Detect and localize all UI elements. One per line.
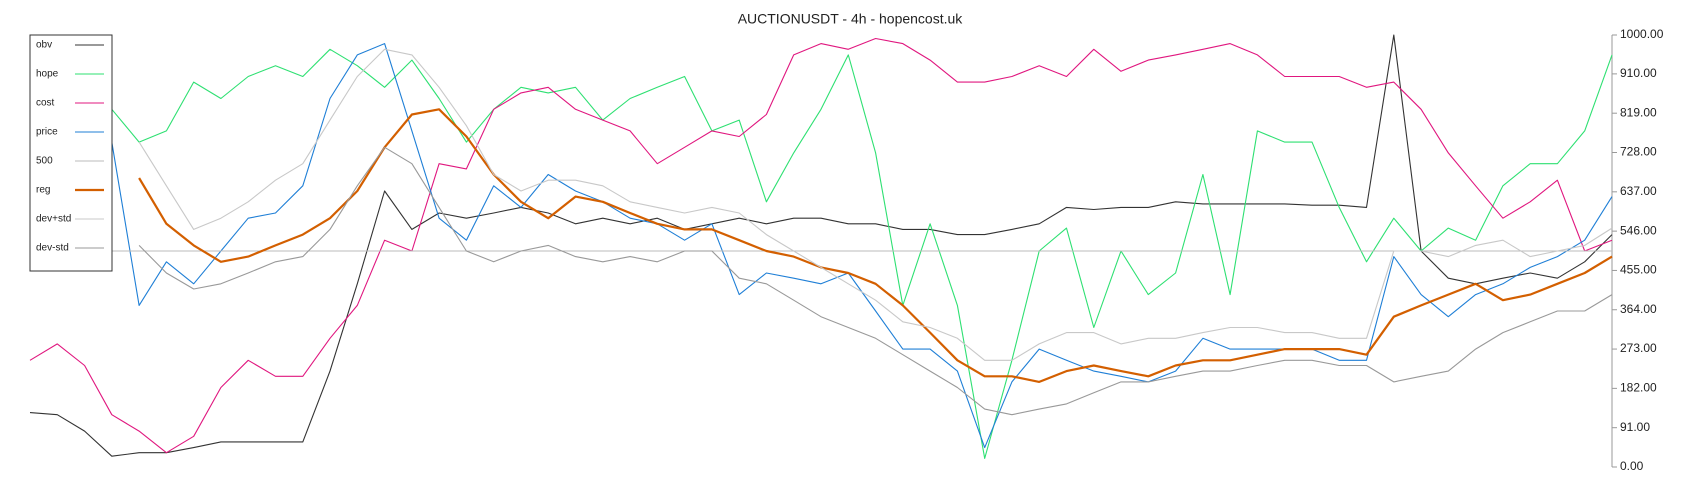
y-tick-label: 728.00 — [1620, 145, 1657, 159]
legend-label: dev+std — [36, 214, 71, 225]
legend-label: 500 — [36, 156, 53, 167]
y-tick-label: 1000.00 — [1620, 27, 1664, 41]
legend-label: obv — [36, 40, 52, 51]
y-tick-label: 0.00 — [1620, 459, 1644, 473]
y-tick-label: 546.00 — [1620, 223, 1657, 237]
series-line — [138, 108, 1613, 383]
series-line — [138, 48, 1613, 361]
legend-label: cost — [36, 98, 55, 109]
y-tick-label: 364.00 — [1620, 302, 1657, 316]
legend: obv hope cost price 500 reg dev+std dev-std — [29, 34, 113, 272]
plot-area: 0.00 91.00 182.00 273.00 364.00 455.00 546.00 6… — [29, 27, 1664, 473]
series-line — [111, 48, 1613, 459]
y-tick-label: 455.00 — [1620, 263, 1657, 277]
series-line — [29, 34, 1613, 457]
y-tick-label: 637.00 — [1620, 184, 1657, 198]
series-line — [138, 146, 1613, 416]
y-tick-label: 273.00 — [1620, 341, 1657, 355]
legend-label: price — [36, 127, 58, 138]
series-line — [29, 37, 1613, 454]
y-tick-label: 182.00 — [1620, 381, 1657, 395]
y-tick-label: 91.00 — [1620, 420, 1650, 434]
legend-label: hope — [36, 69, 59, 80]
legend-label: dev-std — [36, 243, 69, 254]
y-tick-label: 819.00 — [1620, 105, 1657, 119]
y-tick-label: 910.00 — [1620, 66, 1657, 80]
legend-label: reg — [36, 185, 50, 196]
chart-title: AUCTIONUSDT - 4h - hopencost.uk — [738, 11, 964, 27]
